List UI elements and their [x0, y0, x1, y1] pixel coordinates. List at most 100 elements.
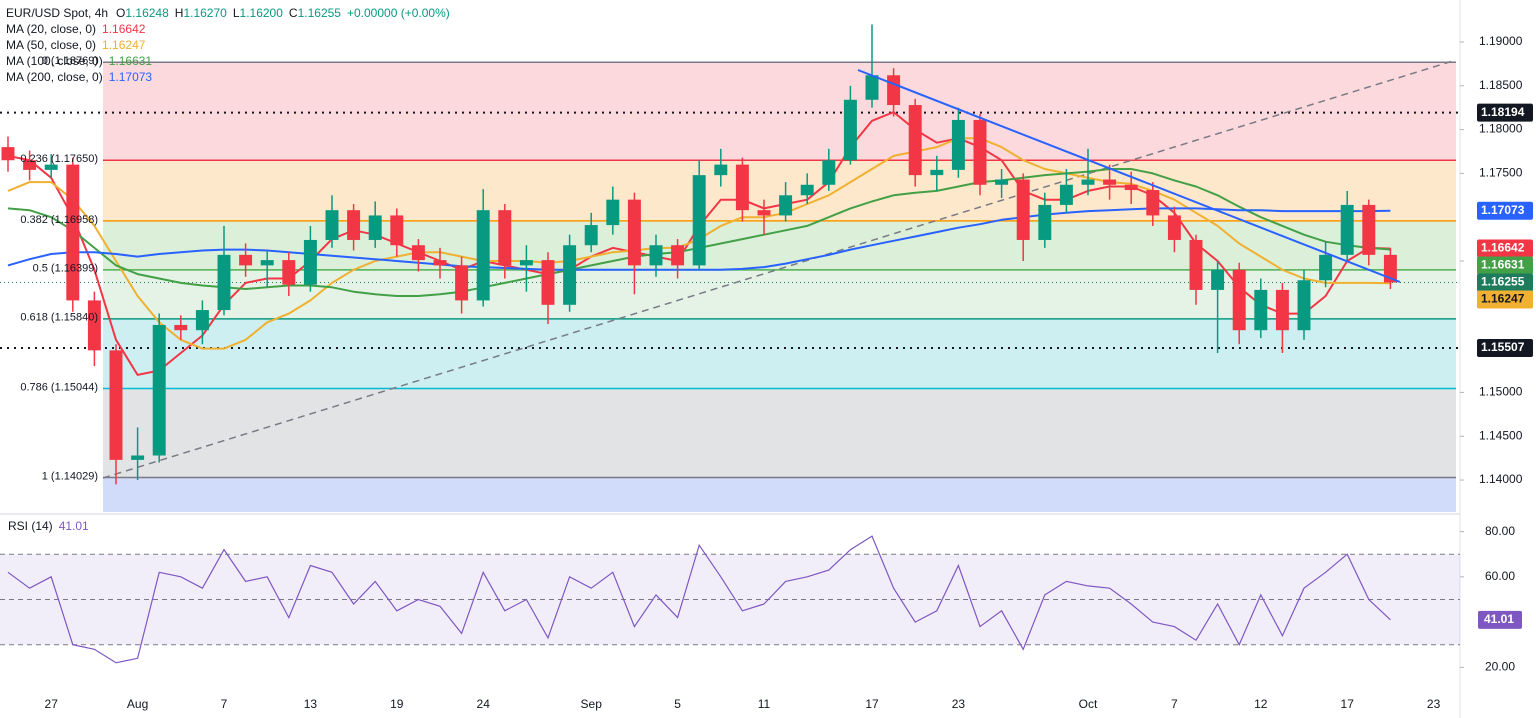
price-badge — [1477, 290, 1533, 309]
candle-body — [757, 210, 771, 216]
candle-body — [1362, 204, 1376, 255]
fib-label: 0 (1.18769) — [42, 55, 98, 67]
candle-body — [44, 164, 58, 170]
x-tick-label: 23 — [952, 697, 966, 711]
fib-zones — [103, 62, 1456, 512]
candle-body — [995, 179, 1009, 185]
rsi-tick-label: 60.00 — [1485, 569, 1515, 583]
rsi-badge — [1478, 610, 1522, 629]
trend-line — [857, 69, 1401, 283]
fib-zone — [103, 477, 1456, 512]
y-tick-label: 1.18500 — [1479, 78, 1523, 92]
candle-body — [23, 160, 37, 170]
price-badge — [1477, 338, 1533, 357]
candle-body — [411, 245, 425, 261]
quote-value: 1.16200 — [240, 6, 284, 20]
fib-label: 1 (1.14029) — [42, 470, 98, 482]
price-badge-label: 1.17073 — [1481, 203, 1525, 217]
candle-body — [627, 199, 641, 266]
candle-body — [1297, 280, 1311, 331]
quote-key: L — [233, 6, 240, 20]
candle-body — [822, 160, 836, 185]
x-tick-label: 5 — [674, 697, 681, 711]
candle-body — [109, 350, 123, 460]
x-tick-label: 24 — [477, 697, 491, 711]
y-tick-label: 1.17500 — [1479, 166, 1523, 180]
candle-body — [930, 169, 944, 176]
candle-body — [519, 260, 533, 266]
rsi-line — [7, 535, 1391, 664]
candle-body — [1146, 190, 1160, 216]
x-tick-label: Aug — [127, 697, 148, 711]
candle-body — [563, 245, 577, 305]
fib-zone — [103, 388, 1456, 478]
candle-body — [1081, 179, 1095, 185]
candle-body — [800, 184, 814, 196]
candle-body — [174, 324, 188, 331]
candle-body — [1124, 184, 1138, 191]
candle-body — [152, 324, 166, 456]
legend-name: MA (100, close, 0) — [6, 54, 103, 68]
fib-zone — [103, 62, 1456, 161]
candle-body — [368, 215, 382, 240]
price-badge — [1477, 201, 1533, 220]
candle-body — [476, 210, 490, 301]
candle-body — [714, 164, 728, 176]
candle-body — [692, 175, 706, 266]
y-tick-label: 1.15000 — [1479, 385, 1523, 399]
price-badge-label: 1.16631 — [1481, 258, 1525, 272]
legend-value: 1.16631 — [109, 54, 153, 68]
candle-body — [735, 164, 749, 211]
quote-key: H — [175, 6, 184, 20]
x-tick-label: 12 — [1254, 697, 1268, 711]
candle-body — [584, 225, 598, 246]
price-badge-label: 1.16255 — [1481, 275, 1525, 289]
candle-body — [1211, 269, 1225, 290]
fib-label: 0.236 (1.17650) — [20, 153, 98, 165]
rsi-title: RSI (14) — [8, 519, 53, 533]
candle-body — [282, 260, 296, 285]
candle-body — [779, 195, 793, 216]
x-tick-label: 23 — [1427, 697, 1441, 711]
labels: 0 (1.18769) 0.236 (1.17650) 0.382 (1.16958… — [6, 6, 1533, 711]
candle-body — [908, 105, 922, 176]
rsi-badge-label: 41.01 — [1484, 612, 1514, 626]
ma-line — [7, 207, 1391, 271]
candle-body — [671, 245, 685, 266]
candle-body — [1254, 289, 1268, 331]
candle-body — [865, 75, 879, 100]
x-tick-label: 17 — [1341, 697, 1355, 711]
candle-body — [1275, 289, 1289, 331]
legend-name: MA (200, close, 0) — [6, 70, 103, 84]
quote-value: 1.16270 — [183, 6, 227, 20]
candle-body — [1383, 254, 1397, 283]
price-badge-label: 1.16247 — [1481, 292, 1525, 306]
legend-value: 1.16642 — [102, 22, 146, 36]
candle-body — [1038, 204, 1052, 240]
y-tick-label: 1.14500 — [1479, 428, 1523, 442]
candle-body — [131, 455, 145, 460]
legend-name: MA (50, close, 0) — [6, 38, 96, 52]
x-tick-label: 7 — [1171, 697, 1178, 711]
fib-label: 0.618 (1.15840) — [20, 312, 98, 324]
candle-body — [66, 164, 80, 301]
rsi-value: 41.01 — [59, 519, 89, 533]
fib-label: 0.382 (1.16958) — [20, 214, 98, 226]
symbol-title: EUR/USD Spot, 4h — [6, 6, 108, 20]
quote-value: 1.16255 — [298, 6, 342, 20]
price-badge-label: 1.18194 — [1481, 105, 1525, 119]
x-tick-label: 11 — [758, 697, 771, 711]
candle-body — [1189, 239, 1203, 290]
rsi-pane: 80.00 60.00 20.00 41.01 RSI (14) 41.01 — [0, 519, 1522, 674]
levels — [0, 61, 1460, 479]
candle-body — [1319, 254, 1333, 281]
candles — [1, 24, 1397, 485]
candle-body — [303, 239, 317, 285]
quote-key: C — [289, 6, 298, 20]
candle-body — [390, 215, 404, 246]
x-tick-label: Sep — [581, 697, 603, 711]
legend-name: MA (20, close, 0) — [6, 22, 96, 36]
candle-body — [1167, 215, 1181, 240]
candle-body — [843, 99, 857, 161]
